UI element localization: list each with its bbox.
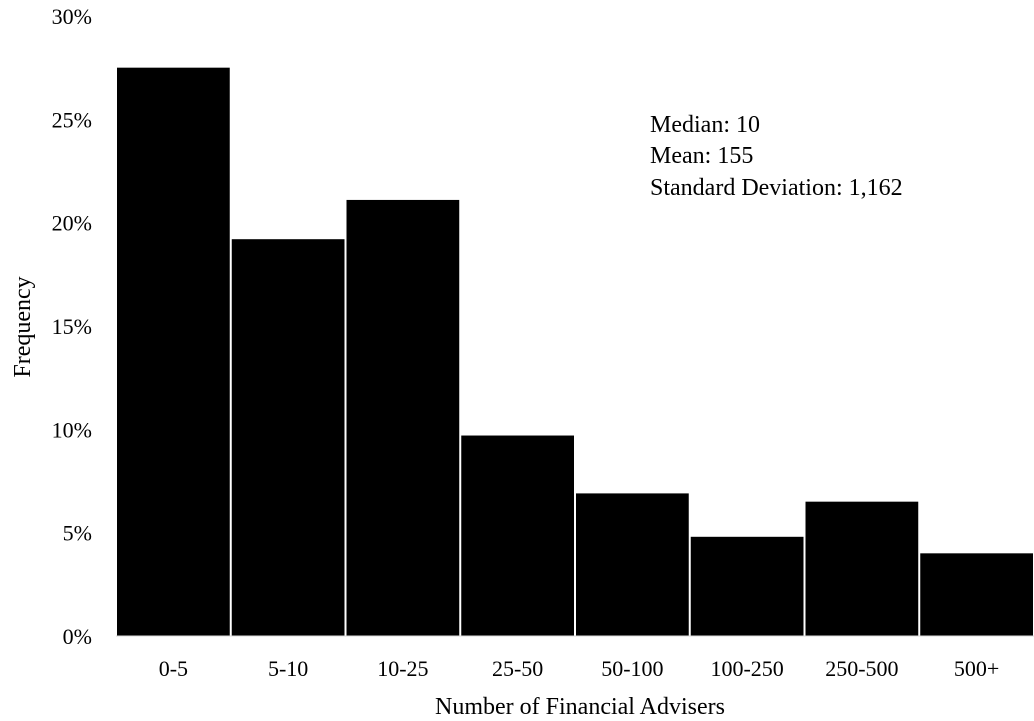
x-axis-ticks: 0-5 5-10 10-25 25-50 50-100 100-250 250-500 500…	[159, 656, 1000, 681]
y-tick-label: 10%	[52, 417, 92, 442]
bar-25-50	[461, 435, 574, 636]
bar-50-100	[576, 493, 689, 636]
x-tick-label: 0-5	[159, 656, 188, 681]
y-axis-title: Frequency	[10, 276, 36, 377]
bar-10-25	[346, 199, 460, 636]
y-axis-ticks: 0% 5% 10% 15% 20% 25% 30%	[52, 4, 92, 649]
x-tick-label: 500+	[954, 656, 999, 681]
bar-100-250	[690, 536, 804, 636]
annotation-std-dev: Standard Deviation: 1,162	[650, 175, 903, 201]
stats-annotation: Median: 10 Mean: 155 Standard Deviation:…	[650, 112, 903, 201]
bar-500+	[920, 553, 1033, 636]
x-tick-label: 25-50	[492, 656, 543, 681]
x-tick-label: 10-25	[377, 656, 428, 681]
annotation-mean: Mean: 155	[650, 143, 753, 169]
y-tick-label: 0%	[63, 624, 92, 649]
bar-250-500	[805, 501, 919, 636]
y-tick-label: 25%	[52, 107, 92, 132]
annotation-median: Median: 10	[650, 112, 760, 138]
bar-0-5	[117, 67, 230, 637]
y-tick-label: 5%	[63, 521, 92, 546]
bar-5-10	[231, 239, 345, 636]
x-tick-label: 100-250	[710, 656, 783, 681]
y-tick-label: 20%	[52, 211, 92, 236]
x-tick-label: 50-100	[601, 656, 663, 681]
bars-group	[117, 67, 1033, 637]
y-tick-label: 30%	[52, 4, 92, 29]
y-tick-label: 15%	[52, 314, 92, 339]
x-tick-label: 5-10	[268, 656, 308, 681]
x-axis-title: Number of Financial Advisers	[435, 694, 725, 720]
x-tick-label: 250-500	[825, 656, 898, 681]
